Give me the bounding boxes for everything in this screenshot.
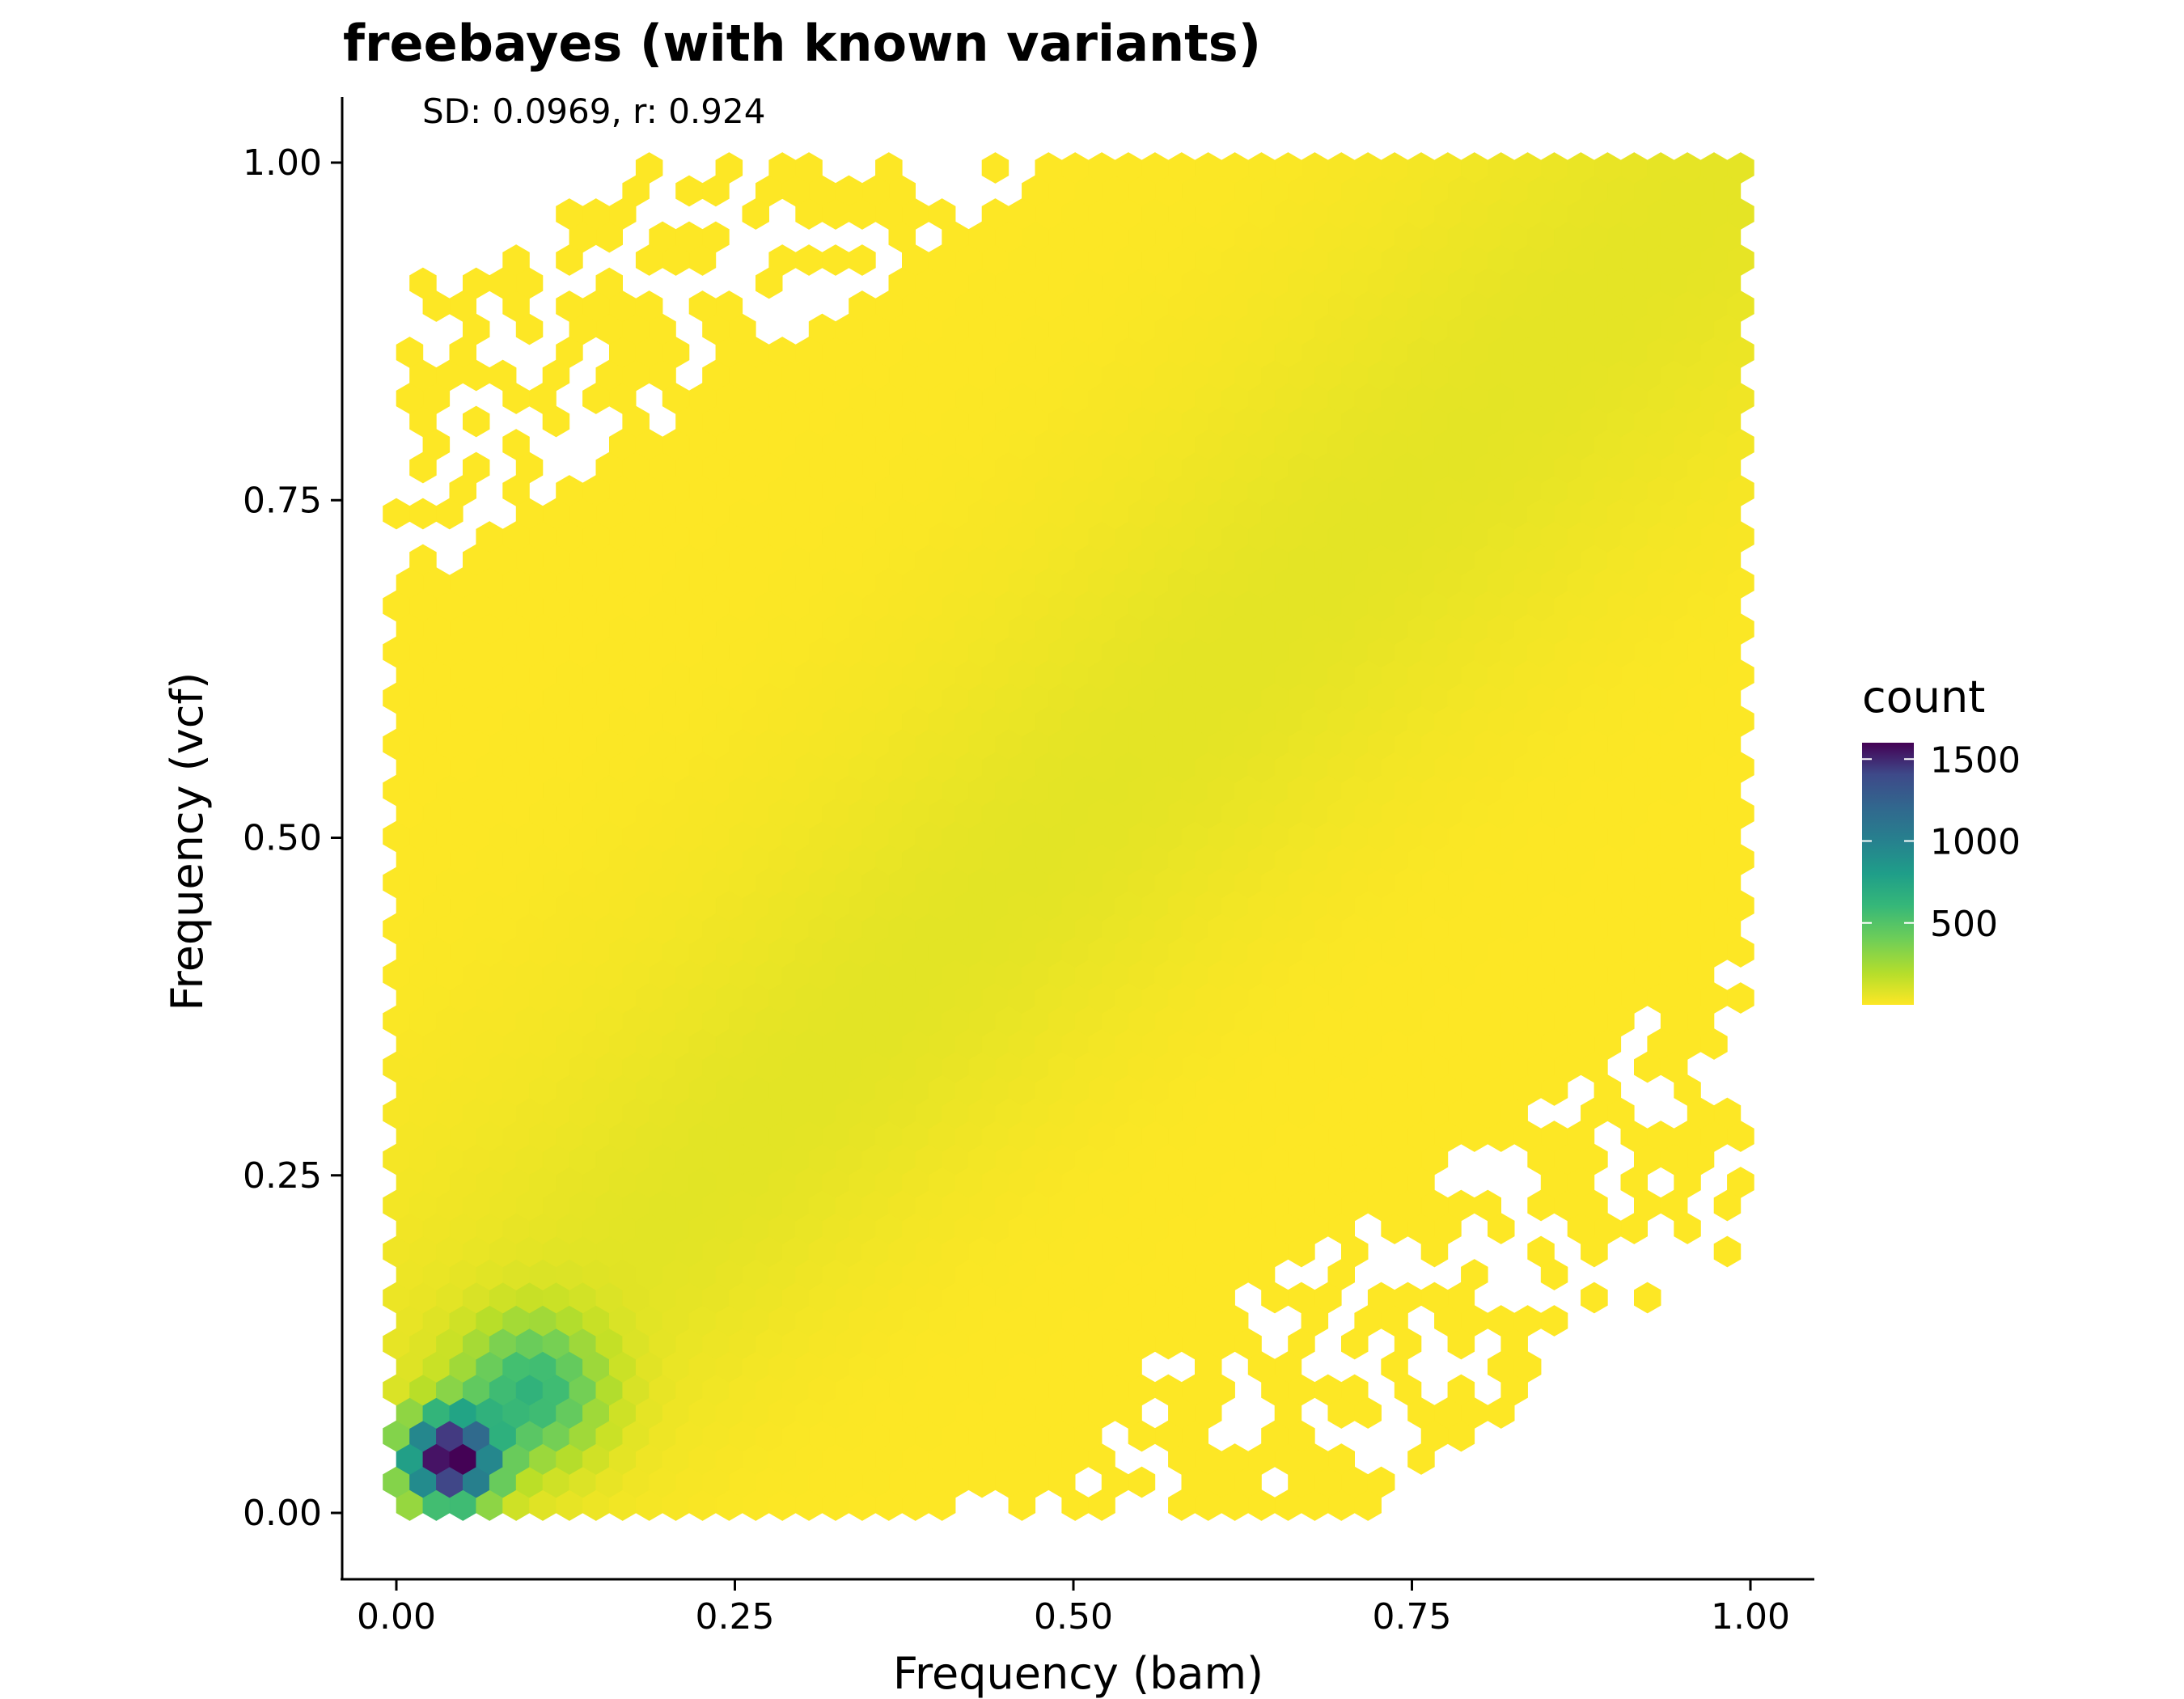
- hex-cell: [409, 267, 437, 299]
- hex-cell: [715, 290, 743, 322]
- hex-cell: [795, 152, 823, 184]
- hex-cell: [502, 429, 530, 460]
- legend-colorbar: [1862, 743, 1914, 1005]
- legend-tick-label: 1500: [1930, 739, 2021, 781]
- hex-cell: [1713, 1235, 1742, 1268]
- y-tick-label: 0.75: [243, 480, 322, 521]
- y-tick-label: 1.00: [243, 142, 322, 184]
- hex-cell: [981, 152, 1009, 184]
- x-axis-ticks: 0.00 0.25 0.50 0.75 1.00: [357, 1579, 1790, 1638]
- hex-cell: [675, 175, 703, 207]
- hex-cell: [1461, 1259, 1488, 1290]
- hex-cell: [1727, 1167, 1754, 1198]
- y-tick-label: 0.25: [243, 1155, 322, 1197]
- y-tick-label: 0.50: [243, 818, 322, 859]
- legend-title: count: [1862, 672, 1985, 722]
- hex-cell: [1727, 982, 1754, 1014]
- hex-cell: [875, 152, 903, 184]
- hex-cell: [462, 405, 490, 438]
- y-tick-label: 0.00: [243, 1493, 322, 1534]
- hex-cell: [1581, 1282, 1608, 1314]
- hex-cell: [715, 152, 743, 184]
- hex-cell: [635, 290, 663, 322]
- x-tick-label: 0.75: [1373, 1596, 1452, 1638]
- legend-ticks: 500 1000 1500: [1862, 739, 2021, 945]
- hex-cell: [489, 359, 517, 392]
- x-tick-label: 1.00: [1711, 1596, 1790, 1638]
- hexbin-cells: [383, 152, 1754, 1521]
- hex-cell: [822, 244, 849, 276]
- stats-annotation: SD: 0.0969, r: 0.924: [422, 91, 765, 131]
- hex-cell: [409, 544, 437, 576]
- legend-tick-label: 500: [1930, 904, 1998, 945]
- hex-cell: [1634, 1282, 1661, 1314]
- hex-cell: [928, 198, 956, 230]
- y-axis-ticks: 0.00 0.25 0.50 0.75 1.00: [243, 142, 342, 1534]
- x-tick-label: 0.00: [357, 1596, 436, 1638]
- y-axis-title: Frequency (vcf): [162, 672, 213, 1011]
- hex-cell: [1713, 1097, 1742, 1129]
- x-axis-title: Frequency (bam): [893, 1648, 1263, 1699]
- legend: count 500 1000 1500: [1862, 672, 2021, 1005]
- hex-cell: [795, 244, 823, 276]
- hex-cell: [702, 221, 730, 253]
- hex-cell: [1727, 152, 1754, 184]
- hex-cell: [1367, 1466, 1395, 1498]
- hex-cell: [1474, 1189, 1501, 1222]
- hex-cell: [1447, 1374, 1475, 1406]
- legend-tick-label: 1000: [1930, 822, 2021, 863]
- hex-cell: [635, 152, 663, 184]
- hex-cell: [1540, 1305, 1568, 1337]
- chart-title: freebayes (with known variants): [343, 14, 1261, 73]
- hex-cell: [462, 451, 490, 484]
- hex-cell: [1341, 1374, 1369, 1406]
- x-tick-label: 0.25: [696, 1596, 775, 1638]
- hex-cell: [1128, 1466, 1156, 1498]
- hex-cell: [383, 498, 410, 530]
- hex-cell: [502, 244, 530, 276]
- hex-cell: [396, 337, 424, 368]
- hex-cell: [409, 498, 437, 530]
- hex-cell: [595, 267, 624, 299]
- x-tick-label: 0.50: [1034, 1596, 1113, 1638]
- hex-cell: [1527, 1235, 1555, 1268]
- hex-cell: [849, 244, 876, 276]
- hex-cell: [1327, 1443, 1355, 1475]
